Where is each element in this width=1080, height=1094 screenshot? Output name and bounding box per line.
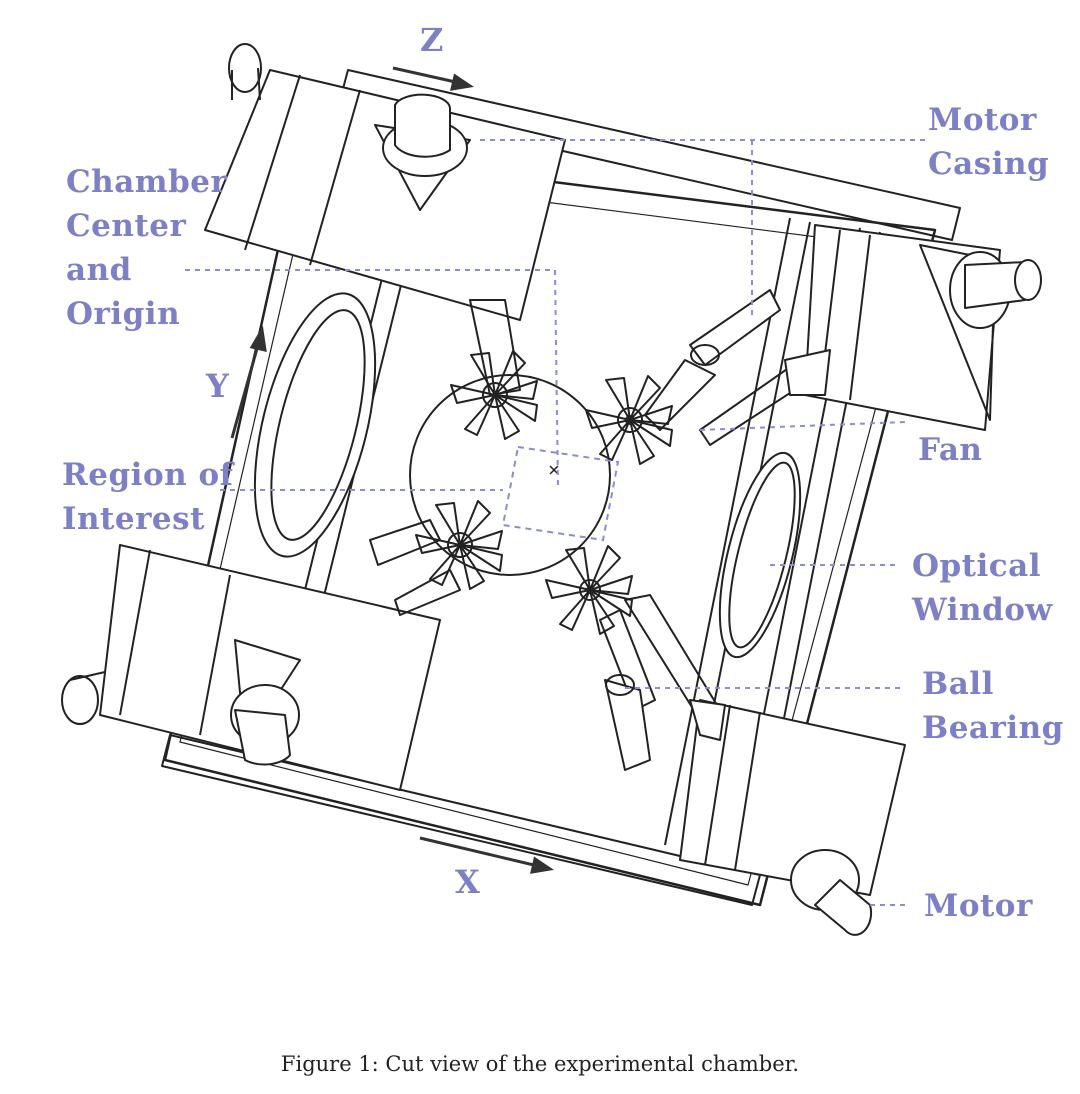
label-optical-window-line1: Optical xyxy=(912,548,1042,584)
label-fan: Fan xyxy=(918,432,983,468)
label-chamber-center-line3: and xyxy=(66,252,132,288)
label-chamber-center: Chamber Center and Origin xyxy=(66,160,227,336)
label-region-of-interest-line1: Region of xyxy=(62,457,234,493)
label-motor-casing: Motor Casing xyxy=(928,98,1049,186)
motor-housing-top-right xyxy=(804,224,1042,431)
label-chamber-center-line4: Origin xyxy=(66,296,181,332)
ball-bearings xyxy=(604,289,831,771)
chamber-drawing xyxy=(61,43,1042,936)
central-chamber xyxy=(409,374,611,576)
motor-housing-top-left xyxy=(204,43,566,321)
axis-label-x: X xyxy=(455,863,480,901)
leader-fan xyxy=(699,421,906,431)
fan-bottom-right xyxy=(545,545,633,635)
z-axis-arrow xyxy=(392,66,474,91)
label-chamber-center-line1: Chamber xyxy=(66,164,228,200)
motor-housing-bottom-right xyxy=(679,699,906,936)
label-region-of-interest-line2: Interest xyxy=(62,501,205,537)
label-motor: Motor xyxy=(924,888,1033,924)
x-axis-arrow xyxy=(419,836,554,874)
fan-bottom-left xyxy=(415,500,503,590)
leader-chamber-center xyxy=(185,269,559,489)
label-ball-bearing-line1: Ball xyxy=(922,666,994,702)
fan-top-right xyxy=(585,375,673,465)
fan-top-left xyxy=(450,350,538,440)
label-region-of-interest: Region of Interest xyxy=(62,453,233,541)
motor-housing-bottom-left xyxy=(61,544,441,791)
optical-window-right xyxy=(718,451,802,659)
axis-label-z: Z xyxy=(420,21,444,59)
y-axis-arrow xyxy=(230,325,267,439)
label-optical-window: Optical Window xyxy=(912,544,1053,632)
label-ball-bearing: Ball Bearing xyxy=(922,662,1064,750)
axis-label-y: Y xyxy=(206,367,229,405)
label-ball-bearing-line2: Bearing xyxy=(922,710,1064,746)
label-optical-window-line2: Window xyxy=(912,592,1053,628)
figure-caption: Figure 1: Cut view of the experimental c… xyxy=(280,1052,800,1076)
label-motor-casing-line2: Casing xyxy=(928,146,1050,182)
label-chamber-center-line2: Center xyxy=(66,208,187,244)
label-motor-casing-line1: Motor xyxy=(928,102,1037,138)
region-of-interest-box xyxy=(501,445,620,542)
optical-window-left xyxy=(253,292,377,558)
